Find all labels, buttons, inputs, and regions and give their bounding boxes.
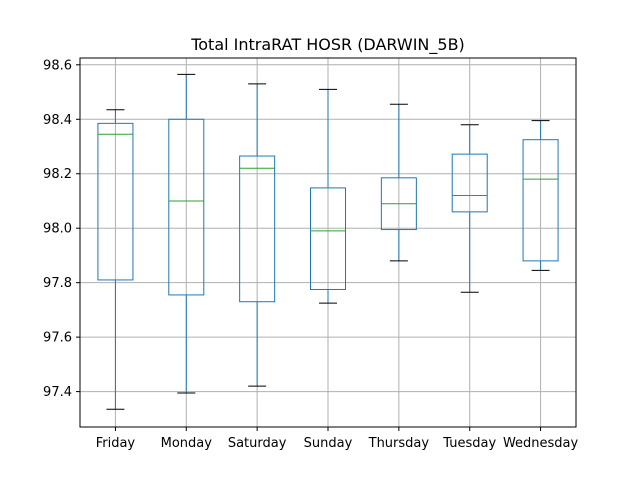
axis-layer: 97.4 97.6 97.8 98.0 98.2 98.4 98.6 Friday Monday…: [43, 57, 579, 451]
y-tick-label: 98.6: [43, 58, 72, 73]
chart-title: Total IntraRAT HOSR (DARWIN_5B): [190, 35, 465, 55]
box-group-thursday: [380, 103, 417, 262]
x-tick-label: Sunday: [304, 436, 353, 451]
iqr-box: [239, 155, 276, 303]
box-group-saturday: [239, 83, 276, 387]
iqr-box: [168, 118, 205, 296]
box-layer: [97, 73, 559, 410]
box-group-tuesday: [451, 124, 488, 293]
iqr-box: [310, 187, 346, 290]
x-tick-label: Thursday: [368, 436, 430, 451]
x-tick-label: Monday: [161, 436, 213, 451]
box-group-wednesday: [522, 120, 559, 271]
iqr-box: [522, 139, 559, 262]
x-tick-label: Tuesday: [442, 436, 496, 451]
y-tick-label: 97.6: [43, 331, 72, 346]
y-tick-label: 97.8: [43, 276, 72, 291]
box-group-monday: [168, 73, 205, 394]
y-tick-label: 98.2: [43, 167, 72, 182]
plot-frame: [79, 57, 577, 428]
box-group-sunday: [310, 88, 346, 304]
x-tick-label: Wednesday: [503, 436, 579, 451]
iqr-box: [451, 153, 488, 213]
y-tick-label: 98.4: [43, 113, 72, 128]
x-tick-label: Friday: [96, 436, 136, 451]
iqr-box: [97, 122, 134, 281]
x-tick-label: Saturday: [228, 436, 287, 451]
y-tick-label: 97.4: [43, 385, 72, 400]
box-group-friday: [97, 109, 134, 410]
y-tick-label: 98.0: [43, 222, 72, 237]
